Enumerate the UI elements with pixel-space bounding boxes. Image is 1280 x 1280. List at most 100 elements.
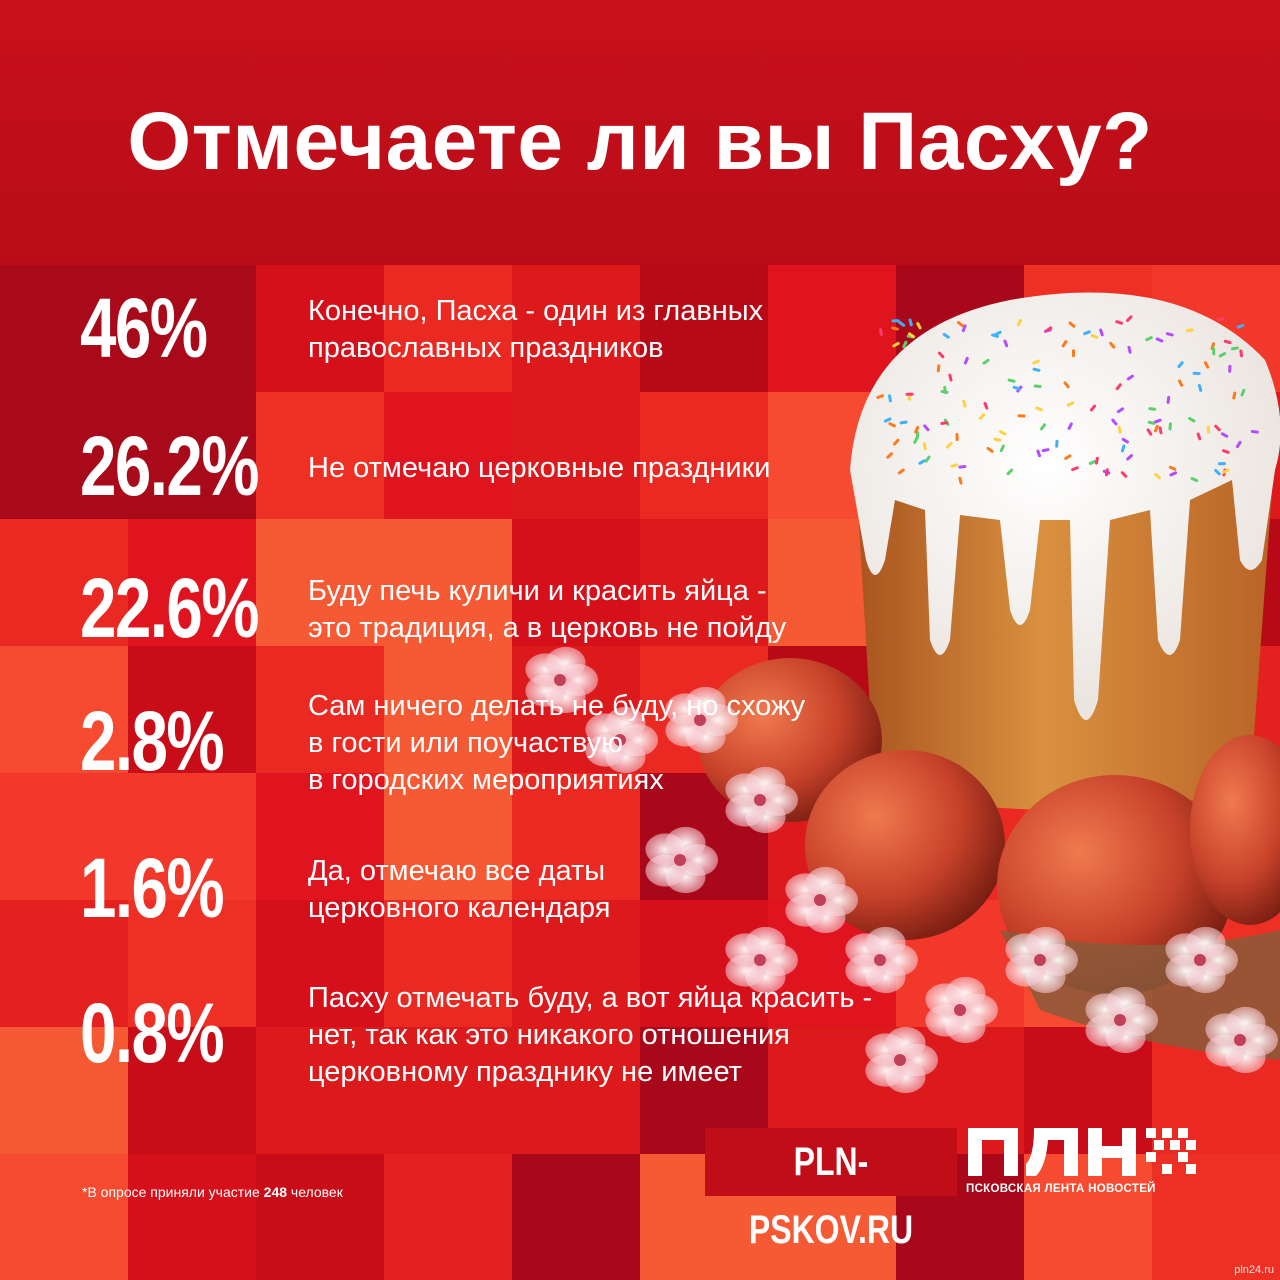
sprinkle <box>1094 456 1099 465</box>
sprinkle <box>945 442 953 449</box>
sprinkle <box>898 320 906 327</box>
sprinkle <box>1239 349 1244 358</box>
mosaic-tile <box>768 265 896 392</box>
mosaic-tile <box>384 265 512 392</box>
sprinkle <box>955 433 959 442</box>
sprinkle <box>1032 367 1041 372</box>
answer-text: Сам ничего делать не буду, но схожу в гос… <box>308 688 805 799</box>
answer-line: Буду печь куличи и красить яйца - <box>308 575 767 607</box>
sprinkle <box>891 319 900 323</box>
answer-line: в городских мероприятиях <box>308 763 664 796</box>
pln-logo <box>968 1128 1196 1176</box>
sprinkle <box>1083 330 1091 336</box>
value-label: 26.2% <box>80 419 260 513</box>
sprinkle <box>886 452 893 459</box>
sprinkle <box>1250 429 1259 434</box>
answer-line: Сам ничего делать не буду, но схожу <box>308 689 806 722</box>
sprinkle <box>1017 414 1026 418</box>
site-link[interactable]: PLN-PSKOV.RU <box>705 1128 957 1252</box>
mosaic-tile <box>0 1154 128 1280</box>
blossom-petal <box>1225 1006 1266 1039</box>
mosaic-tile <box>512 773 640 900</box>
mosaic-tile <box>1152 1154 1280 1280</box>
blossom-petal <box>745 926 786 959</box>
sprinkle <box>924 455 931 463</box>
sprinkle <box>1104 468 1109 477</box>
sprinkle <box>899 420 908 425</box>
sprinkle <box>887 394 892 403</box>
sprinkle <box>936 364 941 373</box>
sprinkle <box>982 358 990 365</box>
sprinkle <box>1217 462 1226 466</box>
blossom-center <box>894 1054 906 1066</box>
sprinkle <box>986 447 994 453</box>
sprinkle <box>1066 401 1075 407</box>
sprinkle <box>1168 465 1177 471</box>
sprinkle <box>1068 321 1076 328</box>
sprinkle <box>892 341 900 348</box>
sprinkle <box>942 332 950 339</box>
sprinkle <box>1148 407 1157 411</box>
sprinkle <box>1222 468 1230 474</box>
mosaic-tile <box>128 1027 256 1154</box>
value-label: 2.8% <box>80 694 225 788</box>
blossom-petal <box>885 1026 926 1059</box>
footnote-text: *В опросе приняли участие <box>82 1184 264 1200</box>
sprinkle <box>893 438 900 446</box>
sprinkle <box>1116 407 1125 414</box>
sprinkle <box>956 321 964 328</box>
blossom-center <box>874 954 886 966</box>
sprinkle <box>940 421 949 425</box>
blossom-petal <box>1025 926 1066 959</box>
blossom-center <box>554 674 566 686</box>
sprinkle <box>1192 371 1201 376</box>
sprinkle <box>1232 391 1237 400</box>
sprinkle <box>993 437 1002 442</box>
site-label: PLN-PSKOV.RU <box>748 1140 914 1252</box>
sprinkle <box>1221 449 1230 454</box>
sprinkle <box>1012 385 1021 391</box>
sprinkle <box>958 464 967 469</box>
answer-line: Не отмечаю церковные праздники <box>308 451 771 484</box>
sprinkle <box>883 417 892 423</box>
pixel-grid-icon <box>1146 1128 1196 1174</box>
mosaic-tile <box>0 773 128 900</box>
sprinkle <box>1197 383 1203 392</box>
answer-text: Конечно, Пасха - один из главных правосла… <box>308 293 763 367</box>
survey-footnote: *В опросе приняли участие 248 человек <box>82 1184 343 1200</box>
sprinkle <box>983 401 989 410</box>
sprinkle <box>991 333 999 338</box>
blossom-petal <box>685 686 726 719</box>
mosaic-tile <box>256 519 384 646</box>
sprinkle <box>958 476 963 485</box>
sprinkle <box>999 430 1007 436</box>
sprinkle <box>879 328 883 337</box>
sprinkle <box>1145 336 1153 342</box>
answer-line: церковному празднику не имеет <box>308 1055 742 1088</box>
sprinkle <box>922 442 927 451</box>
blossom-petal <box>1185 926 1226 959</box>
answer-text: Пасху отмечать буду, а вот яйца красить … <box>308 980 872 1091</box>
answer-line: нет, так как это никакого отношения <box>308 1018 790 1051</box>
sprinkle <box>1120 444 1126 453</box>
sprinkle <box>1040 423 1046 431</box>
answer-line: это традиция, а в церковь не пойду <box>308 612 787 644</box>
sprinkle <box>1089 404 1097 412</box>
answer-line: церковного календаря <box>308 892 611 924</box>
sprinkle <box>905 392 914 396</box>
sprinkle <box>888 422 896 428</box>
sprinkle <box>1188 416 1196 423</box>
sprinkle <box>1166 395 1171 404</box>
mosaic-tile <box>512 392 640 519</box>
sprinkle <box>1236 323 1245 329</box>
sprinkle <box>1117 425 1122 434</box>
mosaic-tile <box>384 646 512 773</box>
mosaic-tile <box>0 646 128 773</box>
mosaic-tile <box>512 519 640 646</box>
blossom-petal <box>1105 986 1146 1019</box>
mosaic-tile <box>640 265 768 392</box>
sprinkle <box>1033 384 1042 388</box>
sprinkle <box>918 459 926 465</box>
sprinkle <box>1147 420 1156 425</box>
